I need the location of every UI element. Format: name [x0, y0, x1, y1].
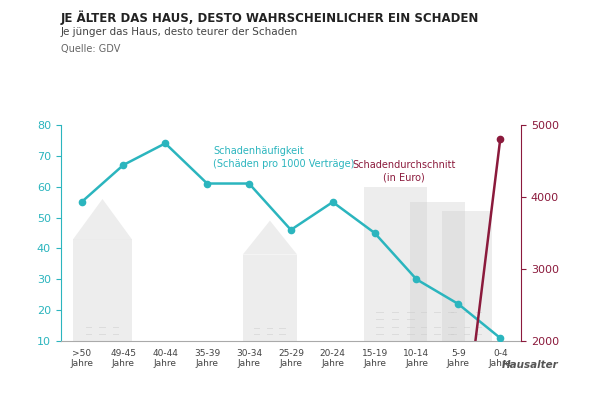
Text: Quelle: GDV: Quelle: GDV: [61, 44, 120, 54]
Bar: [407, 334, 415, 335]
Bar: [113, 320, 119, 321]
Bar: [255, 334, 261, 335]
Text: Schadendurchschnitt
(in Euro): Schadendurchschnitt (in Euro): [352, 160, 456, 183]
Bar: [376, 334, 384, 335]
Bar: [410, 202, 465, 341]
Bar: [113, 327, 119, 328]
Bar: [392, 312, 399, 313]
Text: Je jünger das Haus, desto teurer der Schaden: Je jünger das Haus, desto teurer der Sch…: [61, 27, 298, 37]
Bar: [113, 334, 119, 335]
Bar: [255, 328, 261, 329]
Bar: [442, 211, 492, 341]
Bar: [421, 312, 427, 313]
Bar: [434, 319, 441, 320]
Bar: [464, 319, 470, 320]
Bar: [451, 319, 457, 320]
Bar: [421, 334, 427, 335]
Bar: [464, 312, 470, 313]
Bar: [85, 327, 92, 328]
Bar: [376, 319, 384, 320]
Bar: [267, 328, 273, 329]
Bar: [267, 334, 273, 335]
Bar: [448, 334, 454, 335]
Bar: [464, 334, 470, 335]
Bar: [392, 334, 399, 335]
Bar: [279, 334, 285, 335]
Bar: [421, 319, 427, 320]
Bar: [451, 312, 457, 313]
Bar: [448, 312, 454, 313]
Bar: [279, 328, 285, 329]
Bar: [434, 312, 441, 313]
Bar: [376, 312, 384, 313]
Bar: [99, 327, 105, 328]
Bar: [476, 312, 482, 313]
Bar: [73, 239, 132, 341]
Text: JE ÄLTER DAS HAUS, DESTO WAHRSCHEINLICHER EIN SCHADEN: JE ÄLTER DAS HAUS, DESTO WAHRSCHEINLICHE…: [61, 10, 479, 25]
Bar: [392, 319, 399, 320]
Bar: [99, 320, 105, 321]
Polygon shape: [243, 220, 297, 255]
Bar: [85, 334, 92, 335]
Bar: [407, 319, 415, 320]
Bar: [85, 320, 92, 321]
Bar: [407, 312, 415, 313]
Bar: [476, 334, 482, 335]
Text: Hausalter: Hausalter: [502, 360, 559, 370]
Bar: [243, 255, 297, 341]
Bar: [451, 334, 457, 335]
Bar: [434, 334, 441, 335]
Bar: [364, 187, 427, 341]
Polygon shape: [73, 199, 132, 239]
Bar: [99, 334, 105, 335]
Text: Schadenhäufigkeit
(Schäden pro 1000 Verträge): Schadenhäufigkeit (Schäden pro 1000 Vert…: [213, 146, 355, 169]
Bar: [448, 319, 454, 320]
Bar: [476, 319, 482, 320]
